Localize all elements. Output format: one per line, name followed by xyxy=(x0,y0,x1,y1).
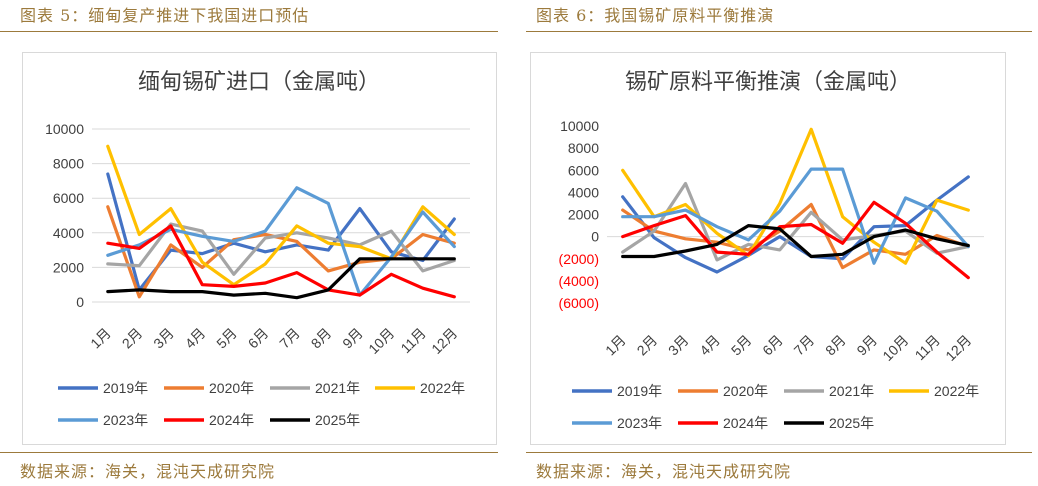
legend-label: 2023年 xyxy=(617,415,662,431)
series-line xyxy=(106,186,456,297)
y-tick-label: 10000 xyxy=(560,118,599,134)
chart-tin-balance: 锡矿原料平衡推演（金属吨） (6000) (4000) (2000) 0 2000 400… xyxy=(530,52,1006,445)
chart-area xyxy=(22,52,497,445)
legend-label: 2022年 xyxy=(420,380,465,396)
y-tick-label: 2000 xyxy=(568,207,599,223)
y-tick-label: (2000) xyxy=(559,251,599,267)
header-rule-left xyxy=(0,31,498,32)
legend-label: 2025年 xyxy=(829,415,874,431)
legend-label: 2024年 xyxy=(209,412,254,428)
legend-label: 2022年 xyxy=(934,383,979,399)
series-line xyxy=(621,224,970,259)
legend: 2019年 2020年 2021年 2022年 2023年 2024年 2025年 xyxy=(58,380,465,428)
y-tick-label: 8000 xyxy=(53,156,84,172)
footer-rule-left xyxy=(0,452,498,453)
y-tick-label: 8000 xyxy=(568,140,599,156)
y-tick-label: 0 xyxy=(76,294,84,310)
chart-title: 锡矿原料平衡推演（金属吨） xyxy=(625,70,911,95)
series-line xyxy=(106,224,456,299)
series-line xyxy=(621,127,970,265)
chart-title: 缅甸锡矿进口（金属吨） xyxy=(138,70,380,95)
y-tick-label: (4000) xyxy=(559,273,599,289)
series-line xyxy=(621,181,970,262)
header-rule-right xyxy=(526,31,1032,32)
source-note-right: 数据来源：海关，混沌天成研究院 xyxy=(536,462,792,481)
y-tick-label: 6000 xyxy=(568,162,599,178)
legend-label: 2020年 xyxy=(209,380,254,396)
legend-label: 2021年 xyxy=(829,383,874,399)
legend-label: 2025年 xyxy=(315,412,360,428)
y-tick-label: 4000 xyxy=(53,225,84,241)
series-line xyxy=(621,175,970,274)
legend-label: 2019年 xyxy=(103,380,148,396)
y-tick-label: 4000 xyxy=(568,184,599,200)
series-line xyxy=(106,257,456,300)
footer-rule-right xyxy=(526,452,1032,453)
y-tick-label: 0 xyxy=(591,229,599,245)
legend-label: 2021年 xyxy=(315,380,360,396)
y-tick-label: 6000 xyxy=(53,190,84,206)
series-line xyxy=(621,167,970,265)
y-tick-label: (6000) xyxy=(559,295,599,311)
series-line xyxy=(106,205,456,299)
figure-6-title: 图表 6：我国锡矿原料平衡推演 xyxy=(536,6,775,25)
y-tick-label: 2000 xyxy=(53,259,84,275)
legend-label: 2024年 xyxy=(723,415,768,431)
series-line xyxy=(621,200,970,280)
source-note-left: 数据来源：海关，混沌天成研究院 xyxy=(20,462,276,481)
legend-label: 2023年 xyxy=(103,412,148,428)
legend-label: 2020年 xyxy=(723,383,768,399)
figure-5-title: 图表 5：缅甸复产推进下我国进口预估 xyxy=(20,6,310,25)
y-tick-label: 10000 xyxy=(45,121,84,137)
legend: 2019年 2020年 2021年 2022年 2023年 2024年 2025年 xyxy=(572,383,979,431)
legend-label: 2019年 xyxy=(617,383,662,399)
